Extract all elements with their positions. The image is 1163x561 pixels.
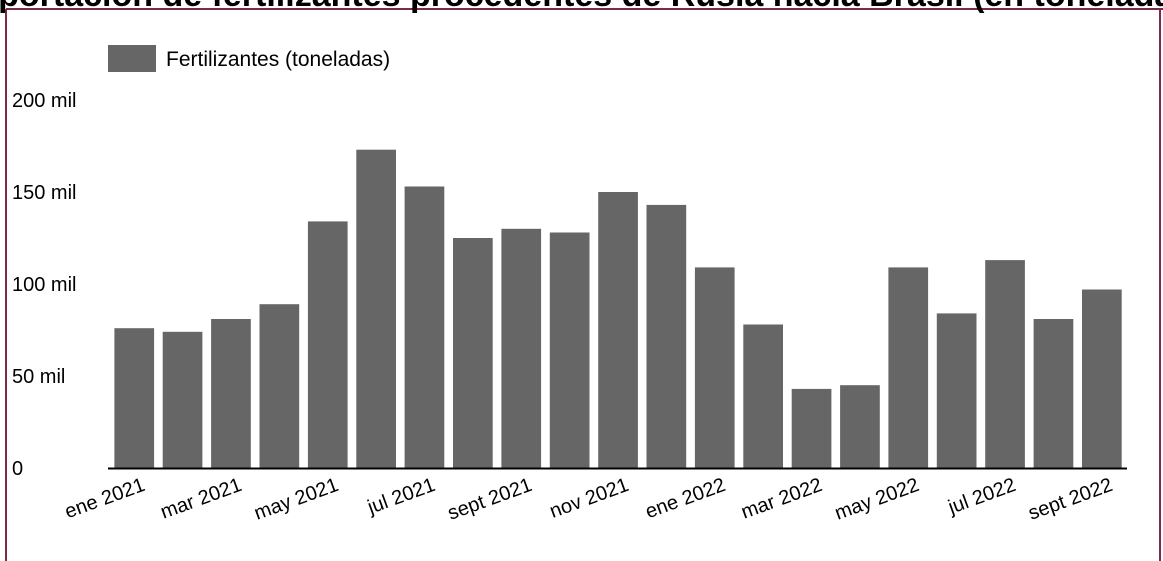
x-tick-label: may 2022 xyxy=(832,474,922,525)
bar-series xyxy=(114,149,1122,468)
x-tick-label: may 2021 xyxy=(251,474,341,525)
chart-title: Importación de fertilizantes procedentes… xyxy=(0,0,1163,14)
bar-mar-2022 xyxy=(791,388,832,468)
x-tick-label: nov 2021 xyxy=(547,474,632,523)
x-tick-label: jul 2021 xyxy=(364,474,438,519)
x-tick-label: ene 2021 xyxy=(62,474,148,523)
bar-may-2022 xyxy=(888,267,929,468)
y-axis: 0 50 mil 100 mil 150 mil 200 mil xyxy=(12,90,76,480)
bar-dic-2021 xyxy=(646,204,687,468)
bar-abr-2022 xyxy=(840,385,880,468)
bar-ago-2021 xyxy=(453,238,493,468)
y-tick-label: 0 xyxy=(12,458,23,480)
y-tick-label: 150 mil xyxy=(12,182,76,204)
x-axis: ene 2021 mar 2021 may 2021 jul 2021 sept 202… xyxy=(62,474,1116,525)
bar-ago-2022 xyxy=(1033,319,1074,468)
bar-feb-2021 xyxy=(162,331,203,468)
x-tick-label: sept 2021 xyxy=(445,474,535,525)
bar-jul-2021 xyxy=(404,186,445,468)
bar-sept-2022 xyxy=(1082,289,1122,468)
x-tick-label: sept 2022 xyxy=(1025,474,1115,525)
bar-jun-2021 xyxy=(356,149,396,468)
y-tick-label: 100 mil xyxy=(12,274,76,296)
y-tick-label: 50 mil xyxy=(12,366,65,388)
x-tick-label: jul 2022 xyxy=(944,474,1018,519)
legend-label: Fertilizantes (toneladas) xyxy=(166,48,390,71)
bar-jul-2022 xyxy=(985,260,1025,468)
y-tick-label: 200 mil xyxy=(12,90,76,112)
legend-swatch xyxy=(108,45,156,72)
bar-nov-2021 xyxy=(598,192,638,468)
x-tick-label: ene 2022 xyxy=(643,474,729,523)
bar-mar-2021 xyxy=(211,319,251,468)
x-tick-label: mar 2022 xyxy=(738,474,825,524)
bar-may-2021 xyxy=(307,221,348,468)
bar-feb-2022 xyxy=(743,324,783,468)
bar-oct-2021 xyxy=(549,232,590,468)
bar-sept-2021 xyxy=(501,228,542,468)
bar-ene-2021 xyxy=(114,328,155,468)
bar-abr-2021 xyxy=(259,304,300,468)
bar-ene-2022 xyxy=(694,267,735,468)
x-tick-label: mar 2021 xyxy=(158,474,245,524)
bar-jun-2022 xyxy=(936,313,977,468)
legend: Fertilizantes (toneladas) xyxy=(108,45,390,72)
